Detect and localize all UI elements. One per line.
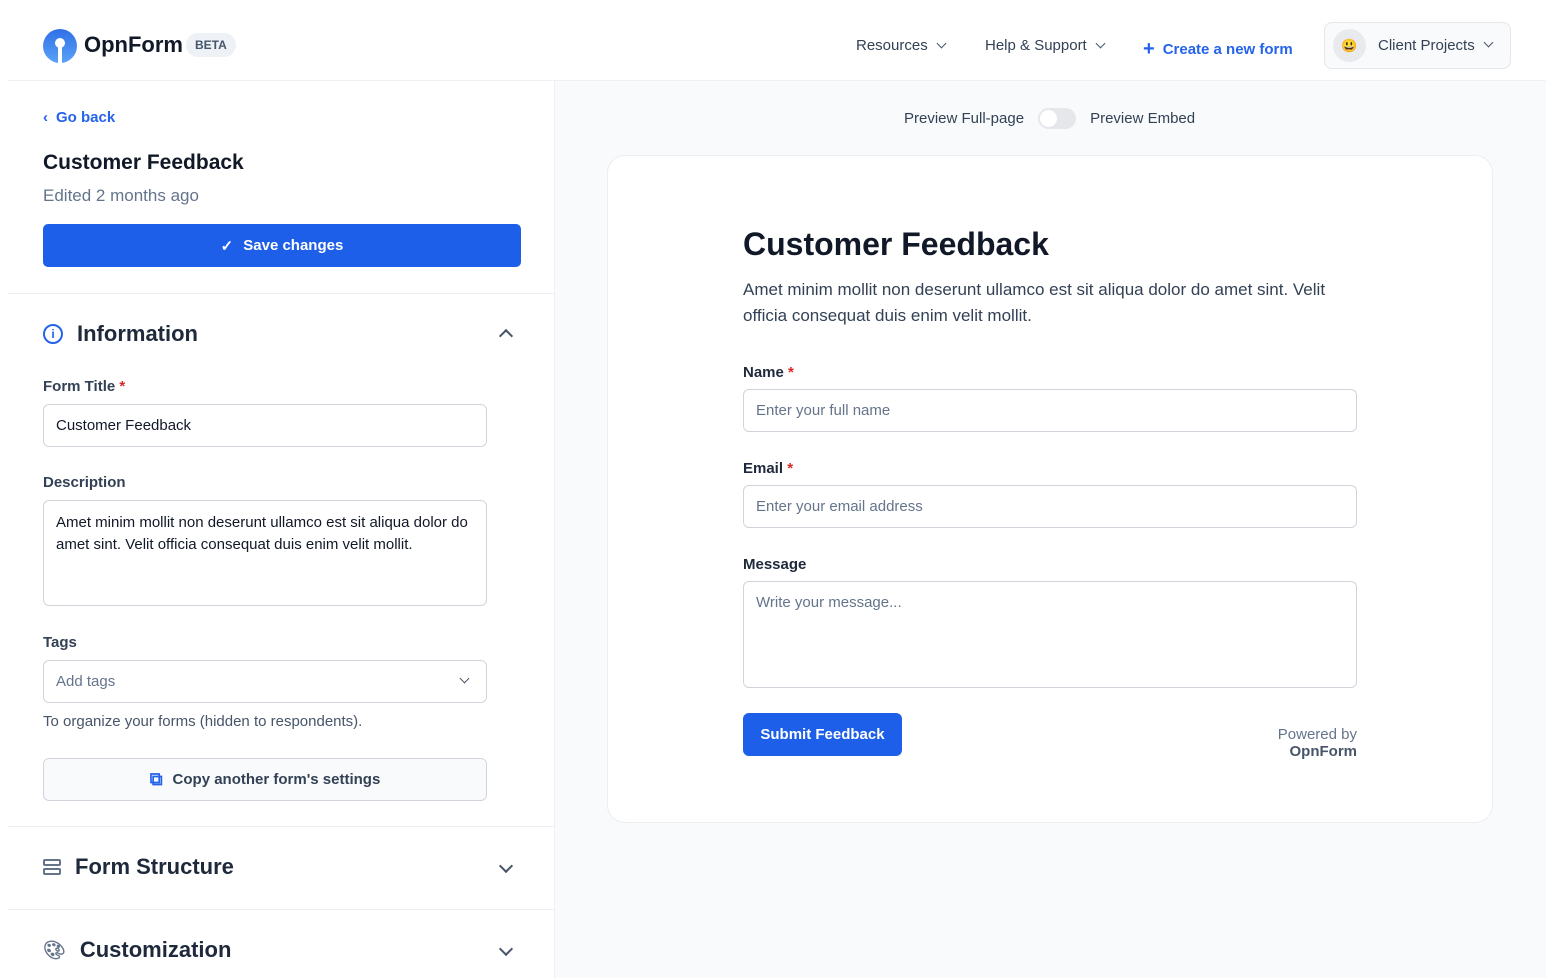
tags-help-text: To organize your forms (hidden to respon… xyxy=(43,713,363,730)
chevron-down-icon xyxy=(1095,38,1106,49)
go-back-link[interactable]: ‹ Go back xyxy=(43,109,115,126)
save-changes-button[interactable]: ✓ Save changes xyxy=(43,224,521,267)
email-input[interactable]: Enter your email address xyxy=(743,485,1357,528)
form-title-input[interactable]: Customer Feedback xyxy=(43,404,487,447)
chevron-down-icon[interactable] xyxy=(498,858,514,874)
copy-icon: ⧉ xyxy=(149,769,163,789)
preview-panel: Preview Full-page Preview Embed Customer… xyxy=(555,81,1546,978)
powered-by[interactable]: Powered by OpnForm xyxy=(1277,726,1357,760)
submit-button[interactable]: Submit Feedback xyxy=(743,713,902,756)
beta-badge: BETA xyxy=(186,33,236,57)
chevron-down-icon[interactable] xyxy=(498,941,514,957)
form-title-heading: Customer Feedback xyxy=(43,151,244,174)
preview-full-page-label: Preview Full-page xyxy=(904,110,1025,127)
chevron-up-icon[interactable] xyxy=(498,328,514,344)
preview-form-description: Amet minim mollit non deserunt ullamco e… xyxy=(743,280,1326,325)
description-label: Description xyxy=(43,474,126,491)
tags-label: Tags xyxy=(43,634,77,651)
name-label: Name * xyxy=(743,364,794,381)
plus-icon: + xyxy=(1143,38,1155,60)
workspace-selector[interactable]: 😃 Client Projects xyxy=(1324,22,1511,69)
brand-name[interactable]: OpnForm xyxy=(84,32,183,57)
email-label: Email * xyxy=(743,460,794,477)
message-textarea[interactable]: Write your message... xyxy=(743,581,1357,688)
name-input[interactable]: Enter your full name xyxy=(743,389,1357,432)
tags-placeholder: Add tags xyxy=(56,673,116,690)
information-section-header[interactable]: i Information xyxy=(43,321,198,347)
workspace-avatar: 😃 xyxy=(1333,29,1366,62)
rows-icon xyxy=(43,859,61,875)
help-label: Help & Support xyxy=(985,37,1087,54)
save-label: Save changes xyxy=(243,237,344,254)
editor-sidebar: ‹ Go back Customer Feedback Edited 2 mont… xyxy=(8,81,555,978)
tags-select[interactable]: Add tags xyxy=(43,660,487,703)
divider xyxy=(8,293,554,294)
customization-title: Customization xyxy=(79,937,232,962)
top-header: OpnForm BETA Resources Help & Support + C… xyxy=(8,0,1546,81)
preview-mode-toggle-row: Preview Full-page Preview Embed xyxy=(904,108,1195,129)
go-back-label: Go back xyxy=(56,109,116,126)
form-structure-title: Form Structure xyxy=(75,854,234,879)
edited-timestamp: Edited 2 months ago xyxy=(43,186,199,205)
create-form-label: Create a new form xyxy=(1162,41,1293,58)
resources-menu[interactable]: Resources xyxy=(856,37,947,54)
customization-section-header[interactable]: 🎨︎ Customization xyxy=(43,937,231,963)
create-form-link[interactable]: + Create a new form xyxy=(1143,37,1293,60)
info-icon: i xyxy=(43,324,63,344)
preview-mode-toggle[interactable] xyxy=(1038,108,1077,129)
message-label: Message xyxy=(743,556,807,573)
resources-label: Resources xyxy=(856,37,928,54)
description-textarea[interactable]: Amet minim mollit non deserunt ullamco e… xyxy=(43,500,487,606)
chevron-down-icon xyxy=(1483,37,1494,48)
form-structure-section-header[interactable]: Form Structure xyxy=(43,854,234,880)
information-title: Information xyxy=(77,321,198,346)
form-title-label: Form Title * xyxy=(43,378,126,395)
preview-embed-label: Preview Embed xyxy=(1090,110,1196,127)
help-support-menu[interactable]: Help & Support xyxy=(985,37,1106,54)
chevron-left-icon: ‹ xyxy=(43,109,48,126)
check-icon: ✓ xyxy=(220,237,234,255)
preview-form-title: Customer Feedback xyxy=(743,226,1049,262)
workspace-label: Client Projects xyxy=(1378,37,1475,54)
opnform-logo[interactable] xyxy=(43,29,77,63)
divider xyxy=(8,826,554,827)
chevron-down-icon xyxy=(459,673,470,684)
chevron-down-icon xyxy=(936,38,947,49)
copy-settings-button[interactable]: ⧉ Copy another form's settings xyxy=(43,758,487,801)
palette-icon: 🎨︎ xyxy=(43,939,66,960)
divider xyxy=(8,909,554,910)
form-preview-card: Customer Feedback Amet minim mollit non … xyxy=(607,155,1493,823)
copy-label: Copy another form's settings xyxy=(172,771,381,788)
